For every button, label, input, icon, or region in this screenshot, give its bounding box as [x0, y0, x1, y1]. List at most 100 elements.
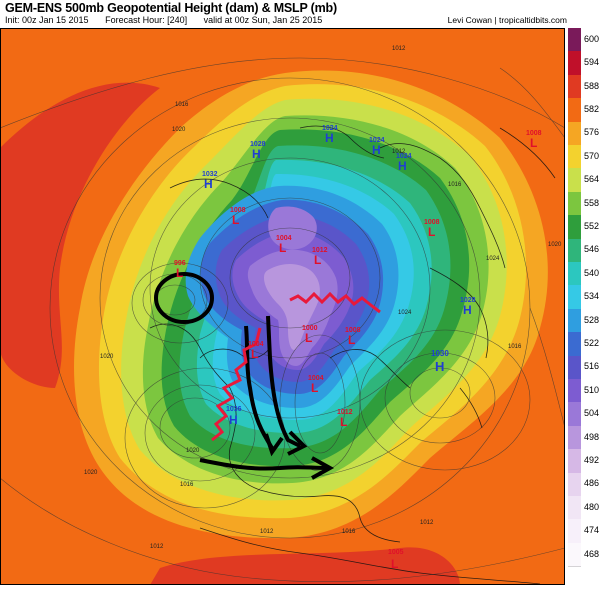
pressure-value: 1005	[388, 549, 404, 556]
colorbar-label: 534	[584, 291, 600, 302]
isobar-label: 1012	[392, 46, 406, 52]
pressure-letter: H	[463, 303, 472, 317]
isobar-label: 1012	[392, 149, 406, 155]
isobar-label: 1024	[486, 256, 500, 262]
colorbar-swatch	[568, 449, 581, 474]
pressure-letter: L	[311, 381, 318, 395]
pressure-letter: L	[232, 213, 239, 227]
init-time: Init: 00z Jan 15 2015	[5, 15, 89, 25]
coastlines	[149, 125, 556, 585]
pressure-center: 1032 H	[202, 171, 218, 191]
height-band-588-south	[150, 547, 460, 585]
pressure-value: 1024	[396, 153, 412, 160]
pressure-center: 1008 L	[424, 219, 440, 239]
colorbar-swatch	[568, 285, 581, 310]
chart-subtitle: Init: 00z Jan 15 2015 Forecast Hour: [24…	[5, 15, 336, 25]
colorbar-swatch	[568, 121, 581, 146]
pressure-center: 996 L	[174, 260, 186, 280]
pressure-value: 1012	[312, 247, 328, 254]
colorbar-label: 546	[584, 244, 600, 255]
pressure-letter: L	[279, 241, 286, 255]
pressure-center: 1012 L	[337, 409, 353, 429]
forecast-hour: Forecast Hour: [240]	[105, 15, 188, 25]
colorbar-label: 564	[584, 174, 600, 185]
pressure-value: 1028	[250, 141, 266, 148]
low-highlight-circle	[154, 272, 214, 324]
pressure-letter: H	[252, 147, 261, 161]
pressure-center: 1008 L	[526, 130, 542, 150]
pressure-value: 996	[174, 260, 186, 267]
ridge-line-west	[211, 327, 262, 442]
pressure-value: 1004	[276, 235, 292, 242]
colorbar-label: 516	[584, 361, 600, 372]
map-svg: 1012 1016 1020 1012 1016 1020 1024 1020 …	[0, 28, 565, 585]
colorbar-swatch	[568, 402, 581, 427]
pressure-center: 1004 L	[276, 235, 292, 255]
isobar-label: 1016	[448, 182, 462, 188]
pressure-value: 1008	[424, 219, 440, 226]
pressure-center: 1000 L	[302, 325, 318, 345]
pressure-value: 1004	[308, 375, 324, 382]
isobar-label: 1012	[150, 544, 164, 550]
colorbar-swatch	[568, 238, 581, 263]
pressure-center: 1036 H	[226, 406, 242, 427]
pressure-letter: L	[428, 225, 435, 239]
colorbar-swatch	[568, 355, 581, 380]
isobar-label: 1016	[180, 482, 194, 488]
pressure-value: 1000	[302, 325, 318, 332]
isobar-labels: 1012 1016 1020 1012 1016 1020 1024 1020 …	[84, 46, 562, 550]
isobar-label: 1020	[186, 448, 200, 454]
pressure-letter: H	[325, 131, 334, 145]
colorbar-swatch	[568, 425, 581, 451]
pressure-value: 1032	[202, 171, 218, 178]
colorbar-swatch	[568, 332, 581, 357]
isobar-label: 1024	[398, 310, 412, 316]
colorbar-label: 582	[584, 103, 600, 114]
pressure-value: 1036	[226, 406, 242, 413]
isobar-label: 1012	[420, 520, 434, 526]
colorbar-label: 528	[584, 314, 600, 325]
isobar-label: 1016	[175, 102, 189, 108]
pressure-center: 1004 L	[248, 341, 264, 361]
chart-header: GEM-ENS 500mb Geopotential Height (dam) …	[0, 0, 615, 28]
isobar-label: 1020	[172, 127, 186, 133]
flow-arrow-south	[199, 458, 327, 471]
pressure-letter: H	[229, 413, 238, 427]
colorbar-label: 504	[584, 408, 600, 419]
colorbar-swatch	[568, 472, 581, 497]
isobars	[0, 57, 565, 583]
colorbar-label: 540	[584, 267, 600, 278]
flow-arrow-south-head	[311, 456, 335, 480]
pressure-center: 1012 L	[312, 247, 328, 267]
pressure-letter: H	[372, 143, 381, 157]
colorbar-label: 480	[584, 501, 600, 512]
pressure-center: 1004 L	[308, 375, 324, 395]
colorbar-label: 498	[584, 431, 600, 442]
pressure-letter: H	[204, 177, 213, 191]
isobar-label: 1012	[260, 529, 274, 535]
weather-map: 1012 1016 1020 1012 1016 1020 1024 1020 …	[0, 28, 565, 585]
pressure-center: 1005 L	[388, 549, 404, 571]
pressure-value: 1024	[369, 137, 385, 144]
colorbar-swatch	[568, 542, 581, 568]
pressure-letter: H	[398, 159, 407, 173]
colorbar-label: 510	[584, 384, 600, 395]
colorbar: 600 594 588 582 576 570 564 558 552 546 540 534 528 5…	[568, 28, 615, 568]
pressure-value: 1008	[345, 327, 361, 334]
pressure-center: 1028 H	[460, 297, 476, 317]
credit: Levi Cowan | tropicaltidbits.com	[447, 15, 567, 25]
colorbar-swatch	[568, 168, 581, 193]
pressure-value: 1008	[230, 207, 246, 214]
colorbar-label: 594	[584, 57, 600, 68]
pressure-letter: L	[305, 331, 312, 345]
pressure-centers: 996 L 1036 H 1032 H 1008 L 1028 H	[174, 125, 542, 571]
colorbar-label: 600	[584, 33, 600, 44]
pressure-value: 1004	[248, 341, 264, 348]
pressure-value: 1008	[526, 130, 542, 137]
pressure-center: 1028 H	[250, 141, 266, 161]
pressure-letter: L	[391, 557, 398, 571]
pressure-center: 1008 L	[345, 327, 361, 347]
ridge-line-north	[289, 291, 381, 314]
colorbar-swatch	[568, 191, 581, 217]
colorbar-swatch	[568, 74, 581, 100]
